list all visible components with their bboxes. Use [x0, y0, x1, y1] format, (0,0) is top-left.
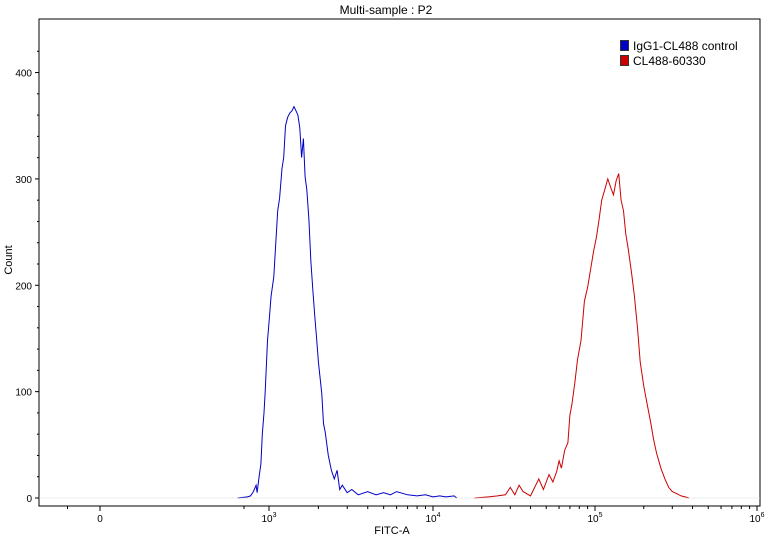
- x-tick-label: 103: [261, 512, 276, 525]
- chart-legend: IgG1-CL488 control CL488-60330: [620, 38, 738, 68]
- y-tick-label: 0: [26, 494, 32, 505]
- x-tick-label: 105: [587, 512, 602, 525]
- y-tick-label: 100: [15, 388, 32, 399]
- legend-item-sample: CL488-60330: [620, 53, 738, 68]
- plot-frame: [38, 18, 761, 507]
- y-axis-label: Count: [3, 245, 15, 274]
- legend-item-control: IgG1-CL488 control: [620, 38, 738, 53]
- legend-swatch-blue: [620, 40, 629, 51]
- x-tick-label: 106: [749, 512, 764, 525]
- y-tick-label: 200: [15, 281, 32, 292]
- y-tick-label: 400: [15, 69, 32, 80]
- y-tick-label: 300: [15, 175, 32, 186]
- x-tick-label: 104: [425, 512, 440, 525]
- legend-swatch-red: [620, 55, 629, 66]
- x-tick-label: 0: [97, 514, 103, 525]
- x-axis-label: FITC-A: [374, 525, 410, 537]
- y-axis: 0 100 200 300 400: [15, 50, 39, 505]
- series-layer: [39, 105, 760, 499]
- legend-label: IgG1-CL488 control: [633, 38, 738, 53]
- x-axis: 0 103 104 105 106: [67, 506, 765, 525]
- legend-label: CL488-60330: [633, 53, 706, 68]
- series-line-1: [474, 173, 690, 499]
- chart-title: Multi-sample : P2: [340, 3, 433, 17]
- series-line-0: [237, 105, 458, 499]
